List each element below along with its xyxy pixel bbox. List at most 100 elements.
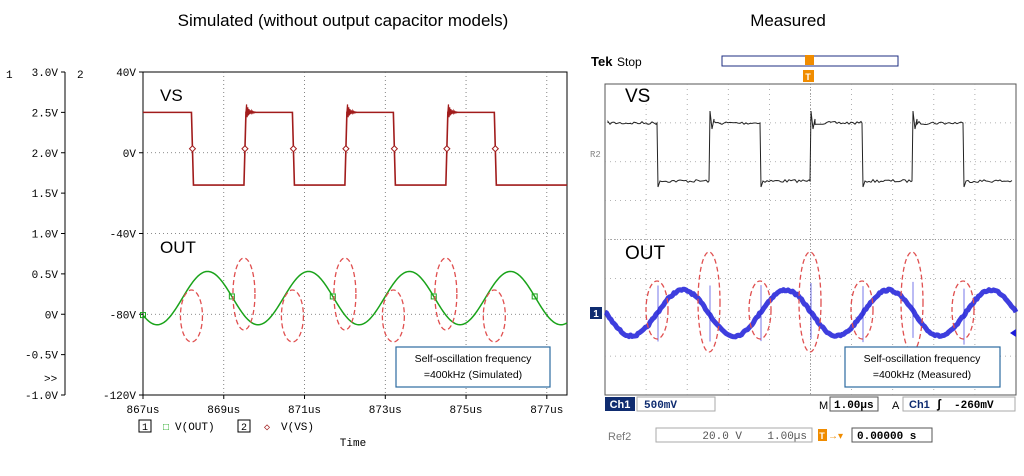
sim-note-line2: =400kHz (Simulated) <box>424 369 522 381</box>
sim-left-tick-label: 2.0V <box>32 149 59 161</box>
sim-vs-marker <box>390 145 399 153</box>
sim-right-ticks: 40V 0V -40V -80V -120V <box>103 68 143 403</box>
scope-trig-ch: Ch1 <box>909 399 930 411</box>
sim-overflow-marker: >> <box>44 374 57 386</box>
sim-vs-ringing-spike <box>346 104 357 118</box>
sim-left-tick-label: 3.0V <box>32 68 59 80</box>
sim-xlabel: Time <box>340 438 366 450</box>
sim-x-tick-label: 871us <box>288 405 321 417</box>
scope-ref2-pos: 0.00000 s <box>857 431 916 443</box>
sim-vs-marker <box>241 145 249 153</box>
scope-timebase: 1.00µs <box>834 400 874 412</box>
scope-panel: Tek Stop T R2 1 VS OUT Self-oscillation … <box>590 54 1019 443</box>
scope-trigger-label: T <box>805 72 811 82</box>
legend-name-1: V(OUT) <box>175 422 215 434</box>
sim-right-tick-label: 0V <box>123 149 137 161</box>
sim-left-tick-label: 0V <box>45 310 59 322</box>
scope-ch1-marker-label: 1 <box>593 309 599 320</box>
sim-label-vs: VS <box>160 86 183 105</box>
legend-num-2: 2 <box>241 423 247 434</box>
sim-x-tick-label: 877us <box>530 405 563 417</box>
meas-title: Measured <box>750 11 826 30</box>
legend-name-2: V(VS) <box>281 422 314 434</box>
sim-x-tick-label: 875us <box>450 405 483 417</box>
scope-t-marker-bg <box>818 429 827 441</box>
sim-right-tick-label: -80V <box>110 310 137 322</box>
sim-vs-marker <box>342 145 350 153</box>
sim-out-marker <box>430 293 437 300</box>
scope-trig-box <box>902 396 1016 412</box>
sim-right-tick-label: 40V <box>116 68 136 80</box>
sim-vs-ringing-spike <box>447 104 458 118</box>
sim-title: Simulated (without output capacitor mode… <box>178 11 509 30</box>
scope-ch1-label: Ch1 <box>610 399 631 411</box>
scope-grid <box>605 84 1016 395</box>
scope-ref2-time: 1.00µs <box>767 431 807 443</box>
scope-ch1-label-bg <box>605 397 635 411</box>
sim-label-out: OUT <box>160 238 196 257</box>
meas-note-box <box>844 346 1001 388</box>
sim-x-tick-label: 867us <box>126 405 159 417</box>
sim-out-line <box>142 270 568 326</box>
sim-ellipses <box>179 257 506 343</box>
scope-ch1-marker <box>590 307 602 319</box>
sim-left-tick-label: -1.0V <box>25 391 58 403</box>
scope-ref2-volt: 20.0 V <box>702 431 742 443</box>
sim-out-marker <box>329 293 336 300</box>
sim-x-tick-label: 873us <box>369 405 402 417</box>
meas-out-spikes <box>657 281 965 345</box>
scope-trigger-marker-top <box>805 55 814 65</box>
sim-edge-ellipse <box>381 289 406 343</box>
legend-num-box-1 <box>138 419 152 433</box>
sim-grid <box>143 72 567 395</box>
sim-left-tick-label: -0.5V <box>25 351 58 363</box>
sim-edge-ellipse <box>434 257 458 331</box>
sim-left-tick-label: 1.5V <box>32 189 59 201</box>
sim-edge-ellipse <box>179 289 204 343</box>
sim-axis-number-left: 1 <box>6 70 13 82</box>
meas-note-line1: Self-oscillation frequency <box>864 353 981 365</box>
scope-state: Stop <box>617 55 642 69</box>
sim-legend: 1 □ V(OUT) 2 ◇ V(VS) <box>138 419 314 434</box>
sim-edge-ellipse <box>333 257 357 331</box>
sim-edge-ellipse <box>482 289 506 343</box>
meas-edge-ellipse <box>850 280 874 340</box>
scope-t-marker: T <box>819 431 825 441</box>
sim-note-line1: Self-oscillation frequency <box>415 353 532 365</box>
sim-note-box <box>395 346 551 388</box>
sim-vs-marker <box>491 145 500 153</box>
scope-arrow-marker: →▾ <box>828 431 843 442</box>
meas-note-line2: =400kHz (Measured) <box>873 369 971 381</box>
meas-edge-ellipse <box>748 280 772 340</box>
scope-ch1-scale-box <box>636 396 716 412</box>
scope-ref2-pos-box <box>851 427 933 443</box>
legend-num-box-2 <box>237 419 251 433</box>
meas-label-out: OUT <box>625 243 666 264</box>
meas-edge-ellipse <box>951 280 975 340</box>
scope-ch1-scale: 500mV <box>644 400 677 412</box>
sim-vs-ringing-spike <box>245 104 256 118</box>
sim-vs-ringing <box>245 104 458 118</box>
scope-brand: Tek <box>591 54 613 69</box>
legend-marker-2: ◇ <box>264 423 270 434</box>
scope-trig-level: -260mV <box>954 400 994 412</box>
legend-marker-1: □ <box>163 423 169 434</box>
scope-trig-mode: A <box>892 400 900 412</box>
sim-out-marker <box>531 293 538 300</box>
sim-out-marker <box>140 312 146 319</box>
sim-left-ticks: 3.0V 2.5V 2.0V 1.5V 1.0V 0.5V 0V -0.5V -1.0V <box>25 68 65 403</box>
meas-vs-line <box>607 110 1013 188</box>
sim-left-tick-label: 0.5V <box>32 270 59 282</box>
sim-x-tick-label: 869us <box>207 405 240 417</box>
sim-right-tick-label: -40V <box>110 230 137 242</box>
scope-trigger-marker <box>803 70 814 82</box>
meas-edge-ellipse <box>697 251 721 353</box>
sim-left-tick-label: 1.0V <box>32 230 59 242</box>
sim-x-ticks: 867us 869us 871us 873us 875us 877us <box>126 395 563 417</box>
sim-edge-ellipse <box>280 289 305 343</box>
scope-timebase-box <box>829 396 879 412</box>
sim-vs-marker <box>289 145 298 153</box>
sim-vs-marker <box>188 145 197 153</box>
meas-edge-ellipse <box>798 251 822 353</box>
